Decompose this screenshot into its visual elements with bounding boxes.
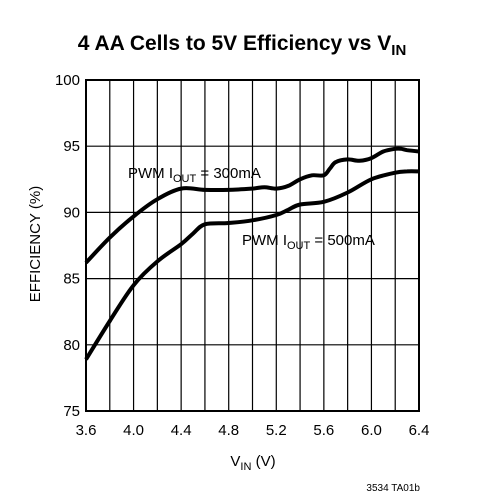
y-tick-label: 95	[63, 138, 80, 155]
series-line-300ma	[84, 146, 420, 265]
y-tick-label: 85	[63, 271, 80, 288]
x-tick-label: 6.4	[409, 422, 430, 439]
y-tick-label: 90	[63, 204, 80, 221]
x-tick-labels: 3.6 4.0 4.4 4.8 5.2 5.6 6.0 6.4	[76, 422, 430, 439]
y-tick-label: 100	[55, 72, 80, 89]
grid	[86, 80, 419, 411]
plot-frame	[85, 79, 420, 412]
series-label-300ma: PWM IOUT = 300mA	[128, 165, 261, 185]
y-tick-label: 80	[63, 337, 80, 354]
x-tick-label: 5.6	[313, 422, 334, 439]
x-tick-label: 4.8	[218, 422, 239, 439]
y-axis-label: EFFICIENCY (%)	[27, 186, 44, 302]
series-line-500ma	[84, 169, 420, 361]
x-tick-label: 4.0	[123, 422, 144, 439]
y-tick-label: 75	[63, 403, 80, 420]
figure-code: 3534 TA01b	[366, 483, 420, 494]
x-tick-label: 6.0	[361, 422, 382, 439]
series-lines	[84, 146, 420, 361]
series-label-500ma: PWM IOUT = 500mA	[242, 232, 375, 252]
chart-title: 4 AA Cells to 5V Efficiency vs VIN	[78, 32, 407, 59]
x-tick-label: 5.2	[266, 422, 287, 439]
x-tick-label: 4.4	[171, 422, 192, 439]
x-axis-label: VIN (V)	[230, 453, 275, 473]
x-tick-label: 3.6	[76, 422, 97, 439]
y-tick-labels: 75 80 85 90 95 100	[55, 72, 80, 420]
